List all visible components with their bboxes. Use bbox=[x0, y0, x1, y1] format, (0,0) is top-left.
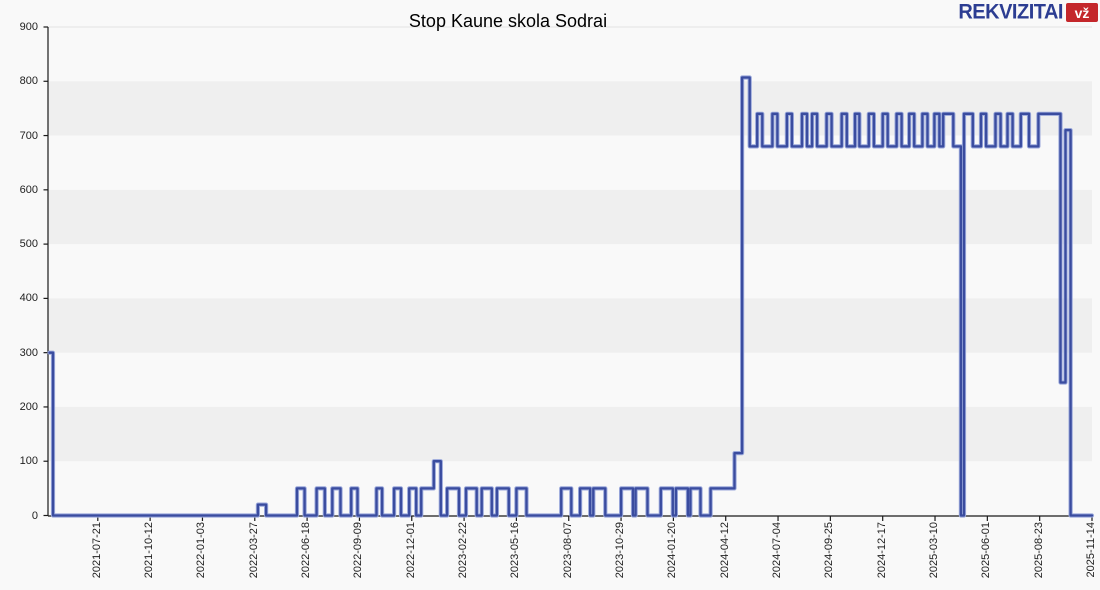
grid-band bbox=[48, 81, 1092, 136]
x-axis-tick-label: 2025-03-10 bbox=[928, 521, 941, 578]
x-axis-tick-label: 2022-12-01 bbox=[404, 521, 417, 578]
y-axis-tick-label: 0 bbox=[31, 509, 38, 522]
x-axis-tick-label: 2021-07-21 bbox=[90, 521, 103, 578]
y-axis-tick-label: 900 bbox=[19, 21, 38, 33]
rekvizitai-brand-text: REKVIZITAI bbox=[958, 0, 1063, 24]
x-axis-tick-label: 2023-08-07 bbox=[561, 521, 574, 578]
x-axis-tick-label: 2021-10-12 bbox=[143, 521, 156, 578]
series-line bbox=[48, 76, 1094, 517]
x-axis-tick-label: 2023-02-22 bbox=[457, 521, 470, 578]
x-axis-tick-label: 2022-06-18 bbox=[300, 521, 313, 578]
y-axis-tick-label: 100 bbox=[19, 455, 38, 468]
y-axis-tick-label: 800 bbox=[19, 75, 38, 88]
x-axis-tick-label: 2023-10-29 bbox=[614, 521, 627, 578]
chart-title: Stop Kaune skola Sodrai bbox=[408, 11, 608, 31]
grid-band bbox=[48, 189, 1092, 245]
x-axis-tick-label: 2022-03-27 bbox=[247, 521, 260, 578]
y-axis-tick-label: 600 bbox=[19, 183, 38, 196]
x-axis-tick-label: 2025-06-01 bbox=[980, 521, 993, 578]
x-axis-tick-label: 2022-01-03 bbox=[195, 521, 208, 578]
y-axis-tick-label: 700 bbox=[19, 129, 38, 142]
grid-band bbox=[48, 406, 1092, 462]
y-axis-tick-label: 500 bbox=[19, 238, 38, 251]
x-axis-tick-label: 2024-12-17 bbox=[875, 521, 888, 578]
y-axis-tick-label: 300 bbox=[19, 346, 38, 359]
x-axis-tick-label: 2024-09-25 bbox=[823, 521, 836, 578]
rekvizitai-logo[interactable]: REKVIZITAI vž bbox=[958, 0, 1098, 24]
x-axis-tick-label: 2023-05-16 bbox=[509, 521, 522, 578]
x-axis-tick-label: 2024-01-20 bbox=[666, 521, 679, 578]
y-axis-tick-label: 200 bbox=[19, 400, 38, 413]
x-axis-tick-label: 2025-08-23 bbox=[1032, 521, 1045, 578]
x-axis-tick-label: 2025-11-14 bbox=[1085, 521, 1097, 577]
x-axis-tick-label: 2024-04-12 bbox=[718, 521, 731, 578]
x-axis-tick-label: 2024-07-04 bbox=[771, 521, 784, 578]
grid-band bbox=[48, 298, 1092, 353]
x-axis-tick-label: 2022-09-09 bbox=[352, 521, 365, 578]
vz-badge: vž bbox=[1066, 3, 1098, 22]
y-axis-tick-label: 400 bbox=[19, 292, 38, 305]
